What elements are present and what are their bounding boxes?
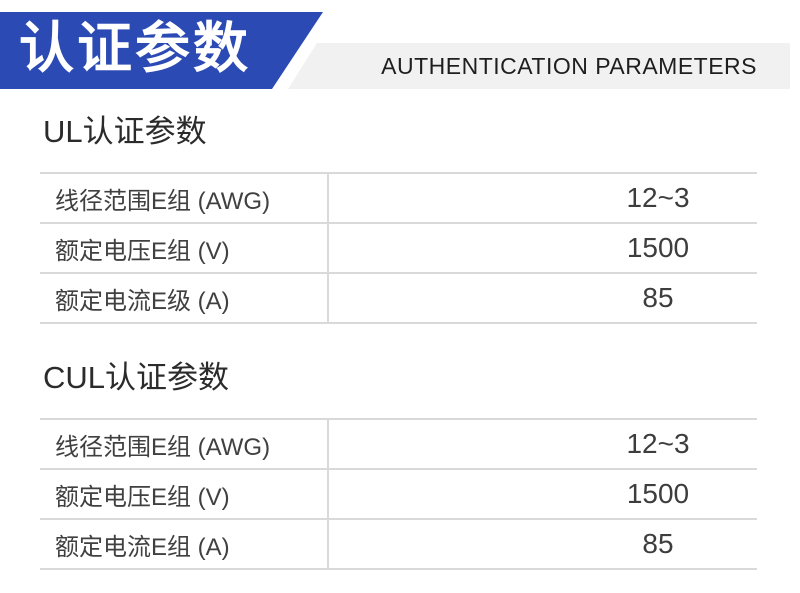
- parameter-value: 1500: [327, 470, 757, 518]
- parameter-value: 12~3: [327, 174, 757, 222]
- content-area: UL认证参数 线径范围E组 (AWG) 12~3 额定电压E组 (V) 1500…: [0, 112, 800, 570]
- table-row: 额定电压E组 (V) 1500: [40, 468, 757, 518]
- cul-parameters-section: CUL认证参数 线径范围E组 (AWG) 12~3 额定电压E组 (V) 150…: [40, 358, 800, 570]
- page-header: AUTHENTICATION PARAMETERS 认证参数: [0, 0, 800, 89]
- section-title-cul: CUL认证参数: [43, 360, 230, 395]
- parameter-label: 额定电流E组 (A): [55, 533, 230, 561]
- table-row: 额定电流E级 (A) 85: [40, 272, 757, 322]
- parameter-value: 85: [327, 274, 757, 322]
- parameter-value: 1500: [327, 224, 757, 272]
- header-subtitle: AUTHENTICATION PARAMETERS: [381, 52, 757, 79]
- table-row: 额定电流E组 (A) 85: [40, 518, 757, 568]
- section-title-ul: UL认证参数: [43, 114, 207, 149]
- parameter-value: 12~3: [327, 420, 757, 468]
- page-title: 认证参数: [19, 17, 252, 79]
- table-row: 线径范围E组 (AWG) 12~3: [40, 172, 757, 222]
- ul-parameters-section: UL认证参数 线径范围E组 (AWG) 12~3 额定电压E组 (V) 1500…: [40, 112, 800, 324]
- table-row: 额定电压E组 (V) 1500: [40, 222, 757, 272]
- parameter-label: 额定电压E组 (V): [55, 483, 230, 511]
- header-subtitle-bar: AUTHENTICATION PARAMETERS: [288, 43, 790, 89]
- parameter-value: 85: [327, 520, 757, 568]
- parameter-label: 线径范围E组 (AWG): [55, 187, 271, 215]
- parameter-label: 额定电流E级 (A): [55, 287, 230, 315]
- table-row: 线径范围E组 (AWG) 12~3: [40, 418, 757, 468]
- cul-parameters-table: 线径范围E组 (AWG) 12~3 额定电压E组 (V) 1500 额定电流E组…: [40, 418, 757, 570]
- parameter-label: 额定电压E组 (V): [55, 237, 230, 265]
- parameter-label: 线径范围E组 (AWG): [55, 433, 271, 461]
- ul-parameters-table: 线径范围E组 (AWG) 12~3 额定电压E组 (V) 1500 额定电流E级…: [40, 172, 757, 324]
- header-banner: 认证参数: [0, 12, 323, 89]
